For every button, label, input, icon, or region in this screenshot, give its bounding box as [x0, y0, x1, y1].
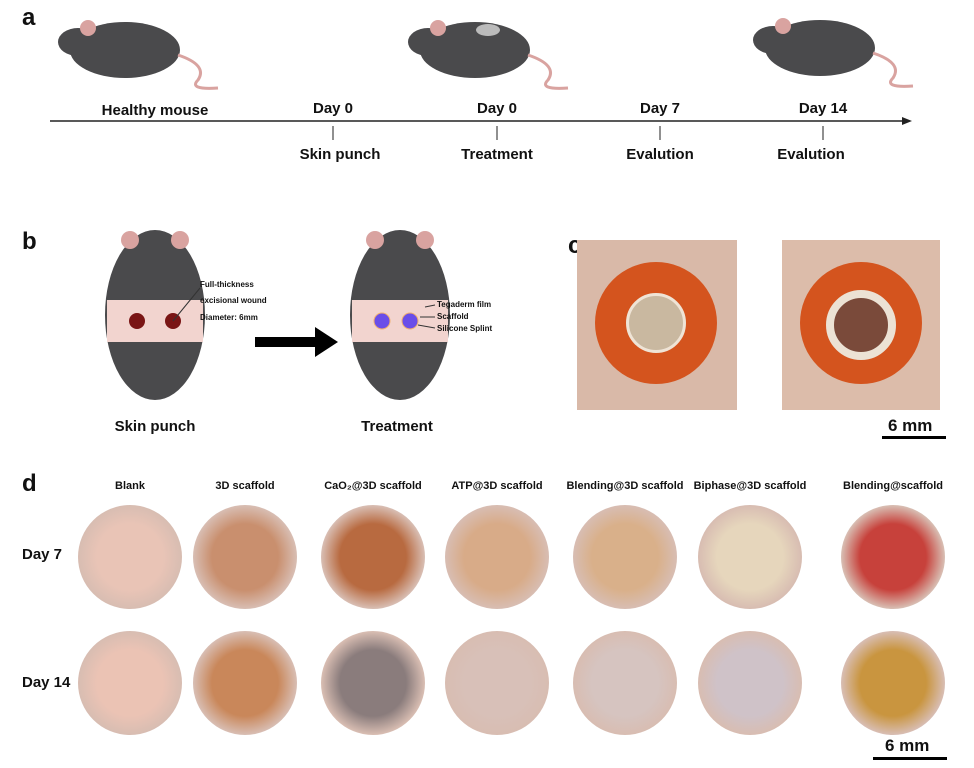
- mouse-icon: [58, 20, 219, 90]
- wound-photo-day7: [573, 505, 677, 609]
- wound-photo-day7: [78, 505, 182, 609]
- skin-punch-caption: Skin punch: [114, 418, 196, 435]
- treatment-caption: Treatment: [361, 418, 433, 435]
- wound-note: excisional wound: [200, 296, 267, 305]
- column-header: ATP@3D scaffold: [451, 480, 543, 492]
- timeline-label: Day 7: [639, 100, 681, 117]
- column-header: Blending@3D scaffold: [566, 480, 684, 492]
- timeline-label: Day 0: [312, 100, 354, 117]
- photo-splint-biphase: [782, 240, 940, 410]
- scale-bar: [882, 436, 946, 439]
- timeline-graphic: [50, 18, 914, 140]
- wound-note: Diameter: 6mm: [200, 313, 258, 322]
- treatment-note: Tegaderm film: [437, 300, 492, 309]
- wound-photo-day7: [698, 505, 802, 609]
- wound-photo-day14: [698, 631, 802, 735]
- panel-label-a: a: [22, 4, 36, 31]
- column-header: CaO₂@3D scaffold: [324, 480, 422, 492]
- column-header: Blending@scaffold: [843, 480, 943, 492]
- timeline-label: Day 0: [476, 100, 518, 117]
- wound-photo-day14: [445, 631, 549, 735]
- mouse-topview-graphic: [105, 230, 450, 400]
- wound-photo-day7: [841, 505, 945, 609]
- wound-note: Full-thickness: [200, 280, 254, 289]
- wound-photo-day14: [321, 631, 425, 735]
- wound-photo-day14: [573, 631, 677, 735]
- wound-photo-day7: [445, 505, 549, 609]
- scale-bar-label: 6 mm: [885, 736, 930, 755]
- wound-photo-day7: [193, 505, 297, 609]
- mouse-topview-icon: [105, 230, 205, 400]
- row-label: Day 14: [22, 674, 71, 691]
- wound-photo-day14: [78, 631, 182, 735]
- column-header: 3D scaffold: [215, 480, 275, 492]
- scale-bar-label: 6 mm: [888, 416, 933, 435]
- timeline-event: Treatment: [461, 146, 533, 163]
- photo-splint-scaffold: [577, 240, 737, 410]
- timeline-label: Healthy mouse: [101, 102, 209, 119]
- timeline-event: Evalution: [777, 146, 845, 163]
- mouse-icon: [408, 20, 569, 90]
- timeline-event: Skin punch: [299, 146, 381, 163]
- wound-photo-day14: [193, 631, 297, 735]
- arrowhead-icon: [902, 117, 912, 125]
- mouse-icon: [753, 18, 914, 88]
- panel-label-d: d: [22, 470, 37, 497]
- row-label: Day 7: [22, 546, 63, 563]
- column-header: Biphase@3D scaffold: [693, 480, 807, 492]
- treatment-note: Silicone Splint: [437, 324, 493, 333]
- mouse-topview-icon: [350, 230, 450, 400]
- arrow-icon: [255, 327, 338, 357]
- wound-photo-day14: [841, 631, 945, 735]
- panel-label-b: b: [22, 228, 37, 255]
- timeline-label: Day 14: [798, 100, 848, 117]
- timeline-event: Evalution: [626, 146, 694, 163]
- column-header: Blank: [115, 480, 145, 492]
- scale-bar: [873, 757, 947, 760]
- treatment-note: Scaffold: [437, 312, 469, 321]
- wound-photo-day7: [321, 505, 425, 609]
